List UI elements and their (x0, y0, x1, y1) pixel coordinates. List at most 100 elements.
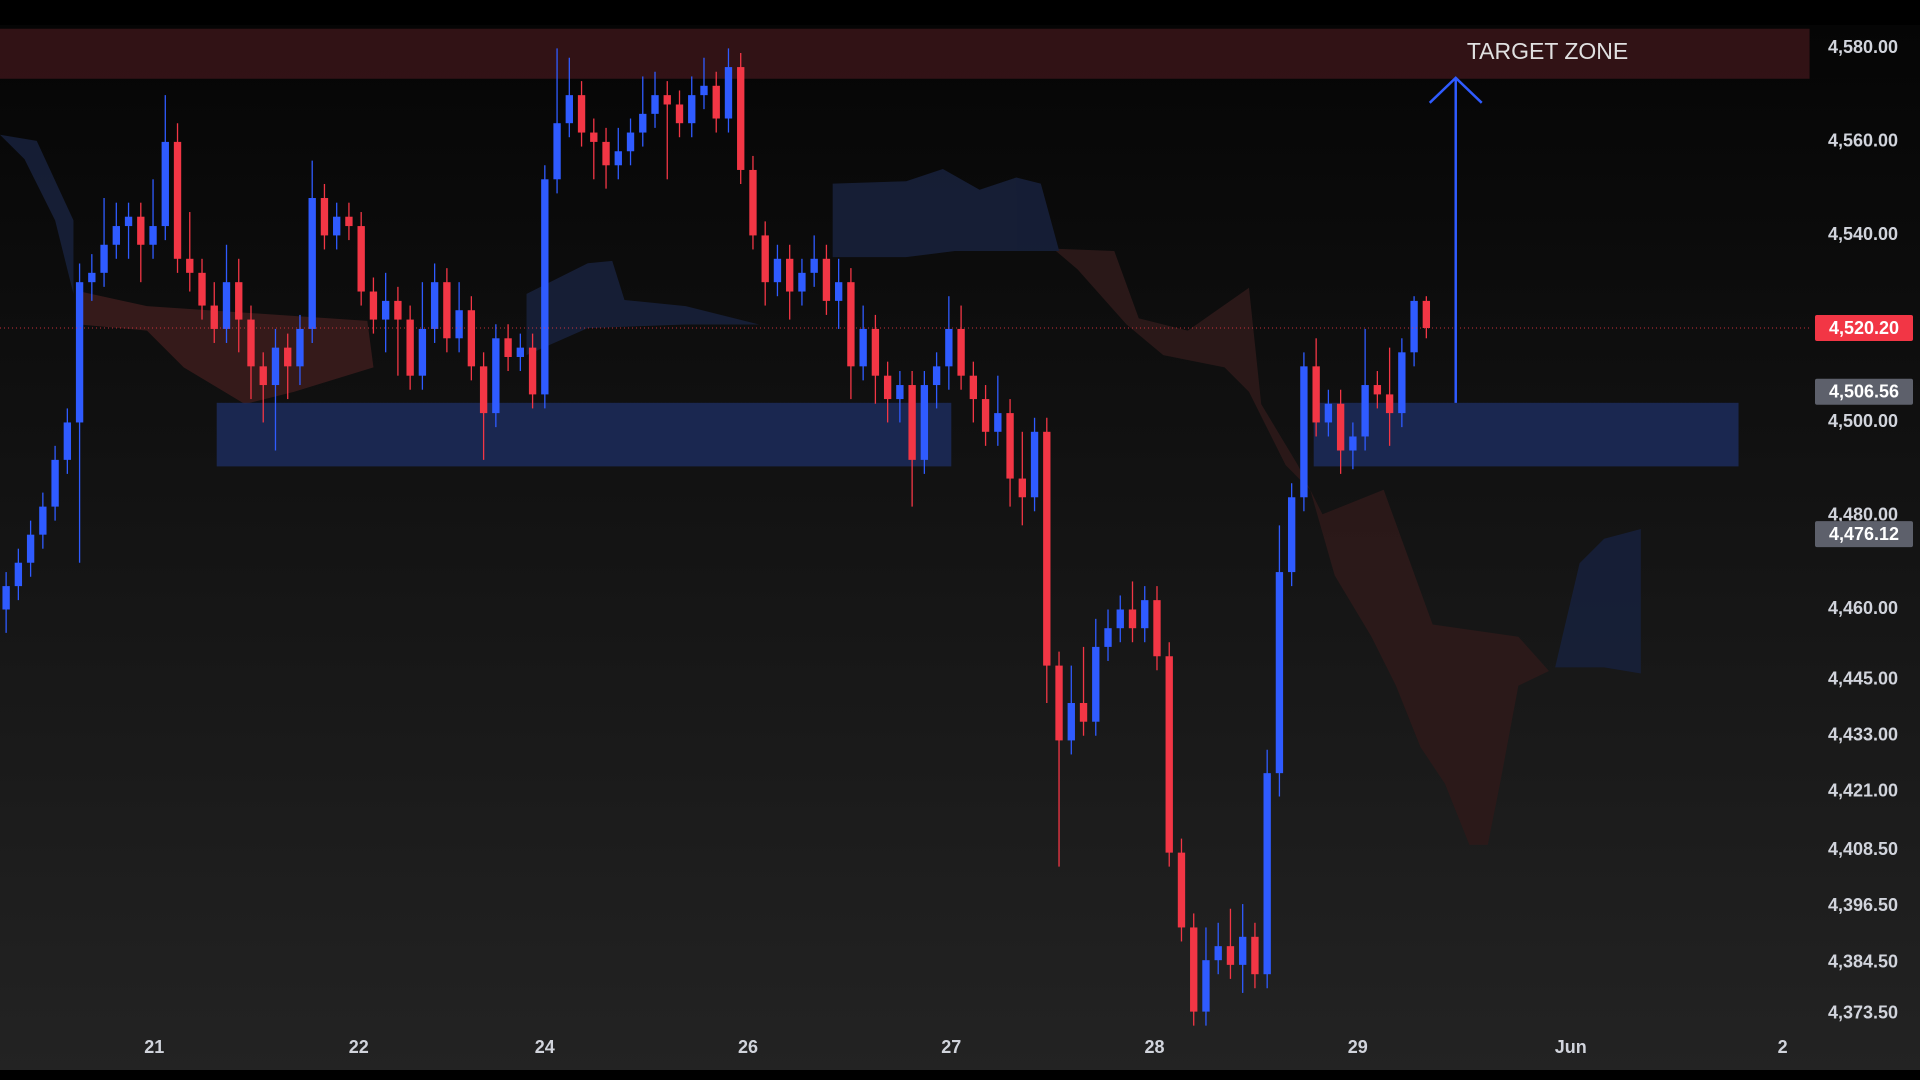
candle-body (1239, 936, 1247, 965)
candle-body (516, 347, 525, 357)
candle-body (222, 282, 231, 329)
zone (0, 28, 1810, 79)
candle-body (761, 235, 769, 283)
candle-body (626, 132, 635, 152)
candle-body (137, 216, 145, 245)
candle-body (945, 328, 953, 367)
candle-body (75, 282, 84, 423)
candle-body (1361, 385, 1369, 437)
candle-body (479, 366, 488, 414)
candle-body (186, 258, 194, 273)
candle-body (357, 226, 365, 292)
candle-body (100, 244, 108, 273)
candle-body (247, 319, 255, 367)
cloud-bear (1053, 248, 1549, 845)
axes: 4,580.00 4,560.00 4,540.00 4,500.00 4,480.00… (144, 37, 1913, 1057)
candle-body (381, 300, 390, 320)
candle-body (614, 151, 622, 166)
candle-body (1300, 366, 1308, 498)
candle-body (51, 459, 59, 507)
price-label: 4,506.56 (1829, 382, 1899, 402)
candle-body (345, 216, 353, 227)
candle-body (26, 534, 35, 563)
candle-body (63, 422, 72, 460)
y-tick-label: 4,408.50 (1828, 839, 1898, 859)
candle-body (675, 104, 684, 124)
x-tick-label: 29 (1348, 1037, 1368, 1057)
candle-body (1190, 927, 1198, 1012)
candle-body (883, 375, 892, 400)
candle-body (602, 141, 610, 166)
candle-body (1214, 946, 1222, 961)
candle-body (577, 95, 586, 133)
price-label-bg (1815, 521, 1913, 548)
cloud-bull (0, 134, 74, 294)
cloud-bull (526, 260, 760, 356)
candle-body (173, 141, 182, 259)
candle-body (528, 347, 537, 395)
y-tick-label: 4,373.50 (1828, 1003, 1898, 1023)
candle-body (822, 258, 831, 301)
candle-body (1226, 946, 1235, 965)
candle-body (369, 291, 378, 320)
candle-body (88, 272, 96, 283)
candle-body (161, 141, 169, 227)
candle-body (1410, 300, 1418, 353)
candle-body (663, 95, 671, 105)
y-tick-label: 4,396.50 (1828, 895, 1898, 915)
annotation: TARGET ZONE (1467, 38, 1628, 64)
candle-body (1324, 403, 1333, 423)
x-tick-label: Jun (1555, 1037, 1587, 1057)
candle-body (259, 366, 267, 386)
cloud-bull (832, 168, 1060, 258)
candle-body (1116, 609, 1124, 629)
price-label: 4,476.12 (1829, 524, 1899, 544)
candle-body (688, 95, 696, 124)
x-tick-label: 24 (535, 1037, 555, 1057)
x-tick-label: 28 (1145, 1037, 1165, 1057)
candle-body (1043, 431, 1051, 666)
candle-body (810, 258, 818, 273)
candle-body (210, 305, 218, 329)
candle-body (504, 338, 512, 357)
candle-body (920, 385, 929, 460)
candle-body (590, 132, 598, 142)
candle-body (467, 310, 476, 367)
candle-body (1202, 960, 1210, 1012)
candle-body (271, 347, 280, 386)
candle-body (565, 95, 573, 124)
candle-body (1153, 600, 1161, 657)
candle-body (724, 67, 733, 119)
candle-body (1128, 609, 1137, 629)
y-tick-label: 4,460.00 (1828, 598, 1898, 618)
candle-body (455, 310, 463, 339)
zone (1313, 402, 1739, 467)
candle-body (786, 258, 794, 292)
candle-body (1312, 366, 1320, 423)
x-tick-label: 22 (349, 1037, 369, 1057)
y-tick-label: 4,384.50 (1828, 951, 1898, 971)
candle-body (1030, 431, 1039, 498)
candle-body (1349, 436, 1357, 451)
candle-body (700, 85, 708, 96)
candle-body (284, 347, 292, 367)
y-tick-label: 4,421.00 (1828, 781, 1898, 801)
y-tick-label: 4,445.00 (1828, 668, 1898, 688)
candle-body (847, 282, 855, 367)
candle-body (39, 506, 47, 535)
candle-body (1177, 852, 1186, 928)
zone (216, 402, 952, 467)
x-tick-label: 21 (144, 1037, 164, 1057)
y-tick-label: 4,433.00 (1828, 724, 1898, 744)
candle-body (198, 272, 206, 306)
candle-body (1422, 300, 1431, 328)
candle-body (896, 385, 904, 400)
candle-body (1398, 352, 1406, 414)
candle-body (932, 366, 941, 386)
candle-body (1251, 936, 1259, 975)
candle-body (798, 272, 806, 292)
candle-body (14, 562, 23, 587)
candle-body (1092, 646, 1100, 722)
y-tick-label: 4,580.00 (1828, 37, 1898, 57)
